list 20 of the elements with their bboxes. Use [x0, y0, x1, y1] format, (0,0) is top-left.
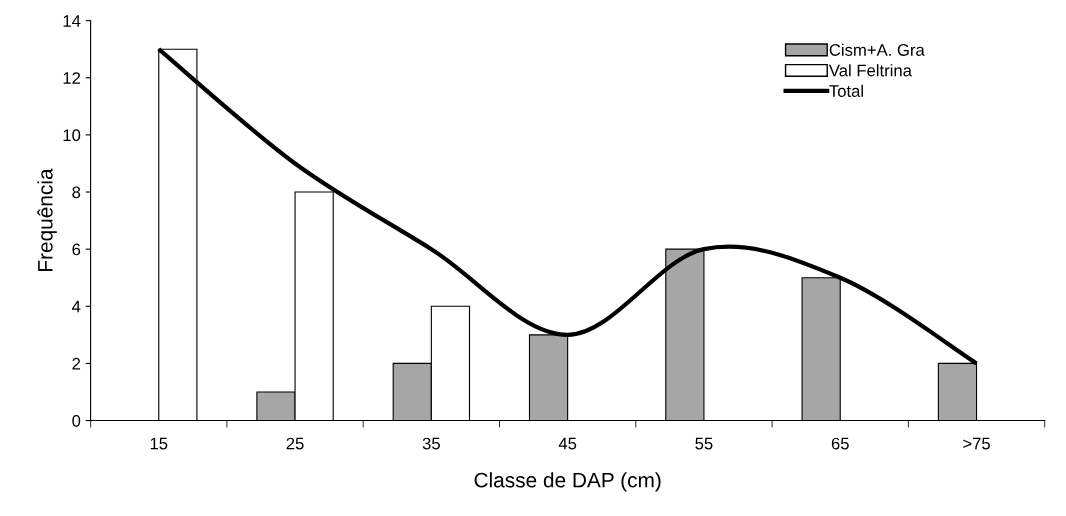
legend-label: Val Feltrina: [828, 64, 912, 77]
y-tick-label: 0: [72, 414, 81, 427]
x-tick-label: 55: [695, 437, 713, 450]
x-tick-label: 65: [831, 437, 849, 450]
y-tick-label: 8: [72, 186, 81, 199]
legend-label: Total: [829, 84, 863, 97]
legend-label: Cism+A. Gra: [829, 43, 925, 56]
x-tick-label: 25: [286, 437, 304, 450]
y-tick-label: 10: [63, 129, 81, 142]
y-tick-label: 4: [72, 300, 81, 313]
x-tick-label: >75: [963, 437, 990, 450]
x-tick-label: 15: [150, 437, 168, 450]
x-axis-title: Classe de DAP (cm): [474, 472, 661, 492]
y-tick-label: 12: [63, 72, 81, 84]
y-tick-label: 6: [72, 243, 81, 256]
x-tick-label: 35: [422, 437, 440, 450]
y-tick-label: 2: [72, 357, 81, 370]
y-axis-title: Frequência: [37, 168, 57, 271]
x-tick-label: 45: [558, 437, 577, 450]
y-tick-label: 14: [63, 15, 81, 27]
